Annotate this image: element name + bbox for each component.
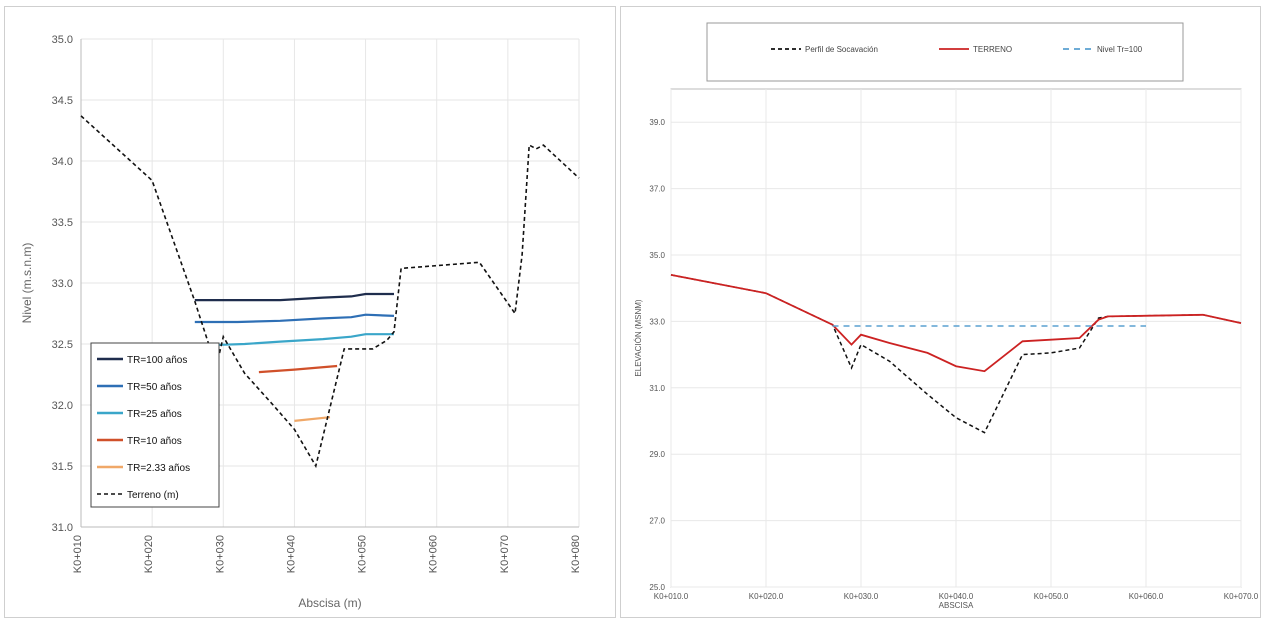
x-tick-label: K0+070 <box>499 535 511 573</box>
x-axis-label: Abscisa (m) <box>298 596 361 610</box>
legend-box <box>90 342 220 508</box>
nivel-chart: 31.0 31.5 32.0 32.5 33.0 33.5 34.0 34.5 35.0 K0+0… <box>20 34 582 610</box>
x-tick-label: K0+010.0 <box>654 592 689 601</box>
series-line <box>258 364 338 374</box>
y-tick-label: 27.0 <box>649 517 665 526</box>
x-tick-label: K0+030 <box>214 535 226 573</box>
legend-label: Terreno (m) <box>127 490 179 501</box>
y-tick-label: 33.0 <box>52 278 73 290</box>
series-line <box>194 292 394 302</box>
chart-panel-right: 25.0 27.0 29.0 31.0 33.0 35.0 37.0 39.0 K0+010.0… <box>620 6 1261 618</box>
y-axis-label: ELEVACIÓN (MSNM) <box>634 299 643 377</box>
y-tick-label: 39.0 <box>649 118 665 127</box>
y-tick-label: 25.0 <box>649 583 665 592</box>
series-line <box>670 274 1242 373</box>
elevacion-chart: 25.0 27.0 29.0 31.0 33.0 35.0 37.0 39.0 K0+010.0… <box>634 22 1259 610</box>
y-tick-label: 31.0 <box>649 384 665 393</box>
x-tick-label: K0+060.0 <box>1129 592 1164 601</box>
legend-label: TR=100 años <box>127 355 187 366</box>
y-tick-label: 31.0 <box>52 522 73 534</box>
x-axis-label: ABSCISA <box>939 601 974 610</box>
y-tick-label: 31.5 <box>52 461 73 473</box>
series-line <box>209 333 394 347</box>
y-tick-label: 32.5 <box>52 339 73 351</box>
x-tick-label: K0+050 <box>357 535 369 573</box>
y-tick-label: 33.5 <box>52 217 73 229</box>
legend-label: TERRENO <box>973 45 1012 54</box>
series-line <box>194 313 395 324</box>
legend-label: TR=10 años <box>127 436 182 447</box>
series-line <box>294 416 331 422</box>
y-tick-label: 37.0 <box>649 185 665 194</box>
x-tick-label: K0+020 <box>143 535 155 573</box>
legend-label: TR=2.33 años <box>127 463 190 474</box>
series-line <box>670 274 1242 434</box>
x-tick-label: K0+050.0 <box>1034 592 1069 601</box>
legend-label: Nivel Tr=100 <box>1097 45 1143 54</box>
legend-label: Perfil de Socavación <box>805 45 878 54</box>
y-tick-label: 33.0 <box>649 317 665 326</box>
y-tick-label: 35.0 <box>649 251 665 260</box>
x-tick-label: K0+020.0 <box>749 592 784 601</box>
x-tick-label: K0+030.0 <box>844 592 879 601</box>
x-tick-label: K0+040.0 <box>939 592 974 601</box>
legend-label: TR=25 años <box>127 409 182 420</box>
y-tick-label: 32.0 <box>52 400 73 412</box>
y-axis-label: Nivel (m.s.n.m) <box>20 243 34 324</box>
x-tick-label: K0+010 <box>72 535 84 573</box>
x-tick-label: K0+040 <box>285 535 297 573</box>
y-tick-label: 35.0 <box>52 34 73 46</box>
y-tick-label: 34.5 <box>52 95 73 107</box>
legend-label: TR=50 años <box>127 382 182 393</box>
y-tick-label: 29.0 <box>649 450 665 459</box>
chart-panel-left: 31.0 31.5 32.0 32.5 33.0 33.5 34.0 34.5 35.0 K0+0… <box>4 6 616 618</box>
y-tick-label: 34.0 <box>52 156 73 168</box>
legend-box <box>706 22 1184 82</box>
x-tick-label: K0+060 <box>428 535 440 573</box>
x-tick-label: K0+080 <box>570 535 582 573</box>
x-tick-label: K0+070.0 <box>1224 592 1259 601</box>
